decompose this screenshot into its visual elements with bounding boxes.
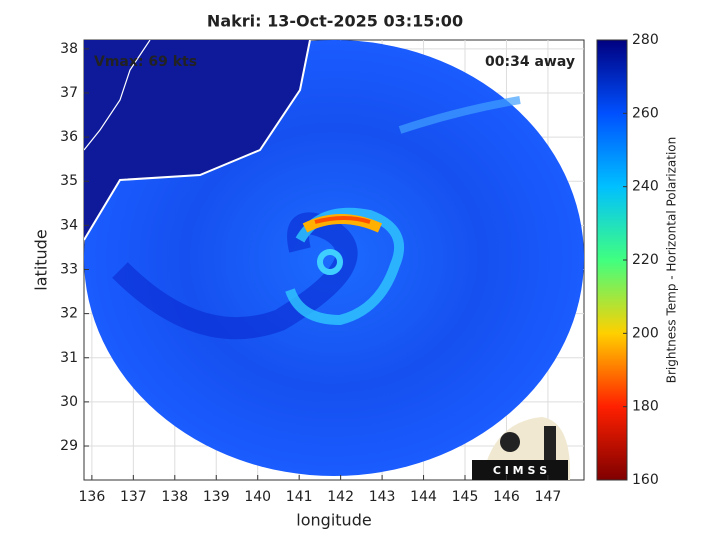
colorbar-tick-label: 240 [632,179,659,195]
colorbar-tick-label: 200 [632,325,659,341]
colorbar-tick-label: 160 [632,472,659,488]
x-tick-label: 147 [535,489,562,505]
x-tick-label: 138 [161,489,188,505]
x-tick-label: 146 [493,489,520,505]
y-tick-label: 30 [60,394,78,410]
logo-text: C I M S S [493,464,547,477]
x-tick-label: 140 [244,489,271,505]
y-tick-label: 35 [60,173,78,189]
x-tick-label: 142 [327,489,354,505]
y-tick-label: 31 [60,350,78,366]
x-tick-label: 137 [120,489,147,505]
y-tick-label: 33 [60,261,78,277]
y-tick-label: 38 [60,41,78,57]
y-tick-label: 34 [60,217,78,233]
annotation: Vmax: 69 kts [94,54,197,70]
y-tick-label: 37 [60,85,78,101]
colorbar-tick-label: 220 [632,252,659,268]
annotation: 00:34 away [485,54,575,70]
x-tick-label: 141 [286,489,313,505]
colorbar-label: Brightness Temp - Horizontal Polarizatio… [665,137,679,384]
y-axis-label: latitude [32,229,51,290]
colorbar-tick-label: 180 [632,399,659,415]
y-tick-label: 32 [60,306,78,322]
colorbar-tick-label: 280 [632,32,659,48]
satellite-image: C I M S S [84,40,584,480]
chart-title: Nakri: 13-Oct-2025 03:15:00 [207,12,463,31]
x-axis-label: longitude [296,511,371,530]
y-tick-label: 29 [60,438,78,454]
x-tick-label: 136 [79,489,106,505]
x-tick-label: 143 [369,489,396,505]
x-tick-label: 139 [203,489,230,505]
x-tick-label: 144 [410,489,437,505]
colorbar-tick-label: 260 [632,105,659,121]
colorbar-ramp [596,39,628,481]
y-tick-label: 36 [60,129,78,145]
x-tick-label: 145 [452,489,479,505]
colorbar: 160 180 200 220 240 260 280 [596,32,659,488]
